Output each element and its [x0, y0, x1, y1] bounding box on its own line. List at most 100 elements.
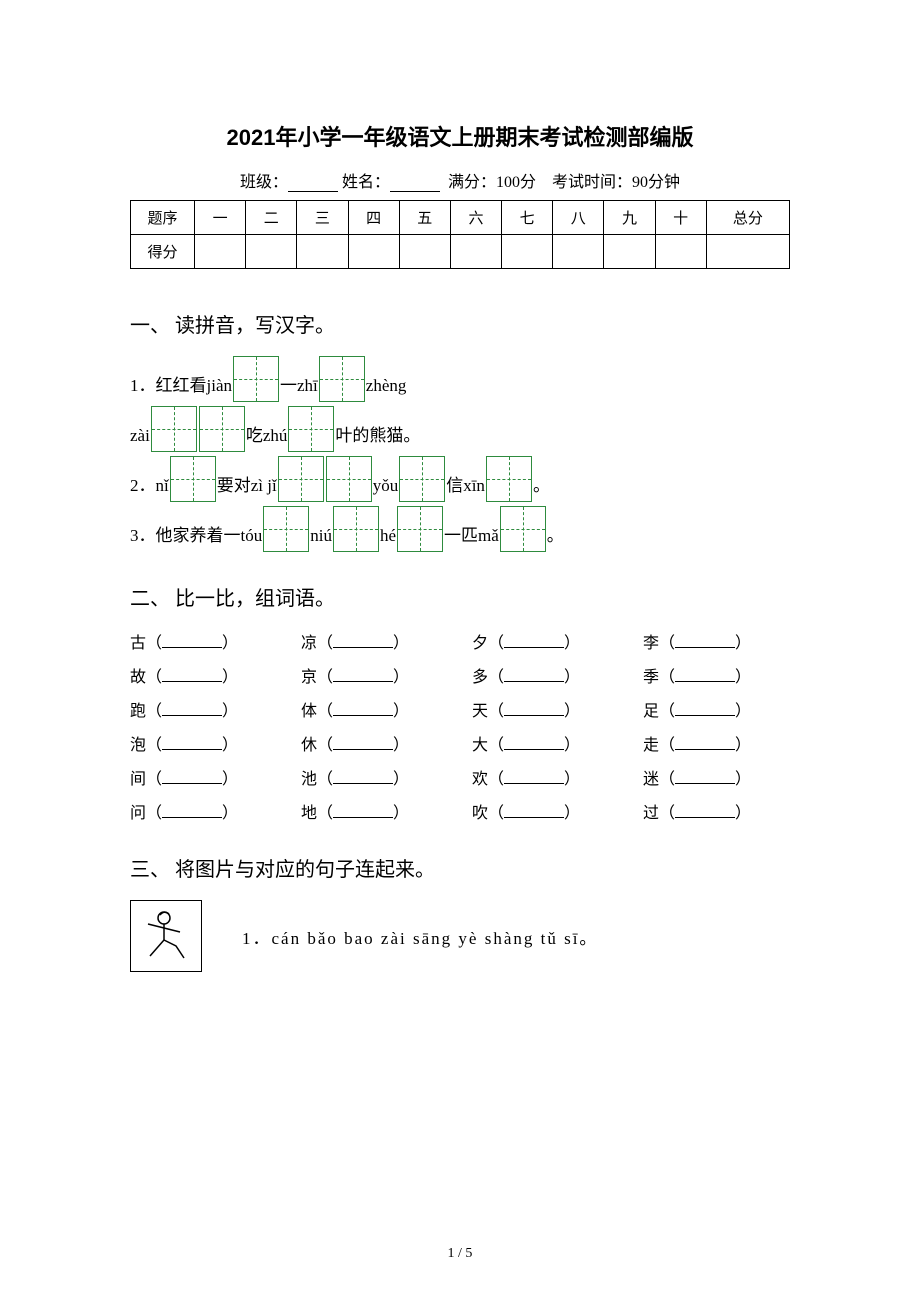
- tian-grid[interactable]: [500, 506, 546, 552]
- word-item: 欢（）: [472, 765, 619, 789]
- q3-text: hé: [380, 524, 396, 552]
- table-row: 题序 一 二 三 四 五 六 七 八 九 十 总分: [131, 201, 790, 235]
- q1-text: zhèng: [366, 374, 407, 402]
- word-item: 李（）: [643, 629, 790, 653]
- score-cell[interactable]: [553, 235, 604, 269]
- word-blank[interactable]: [675, 736, 735, 750]
- word-blank[interactable]: [675, 804, 735, 818]
- score-cell[interactable]: [706, 235, 789, 269]
- section3-heading: 三、 将图片与对应的句子连起来。: [130, 853, 790, 882]
- score-cell[interactable]: [246, 235, 297, 269]
- tian-grid[interactable]: [333, 506, 379, 552]
- tian-grid[interactable]: [486, 456, 532, 502]
- meta-line: 班级： 姓名： 满分：100分 考试时间：90分钟: [130, 168, 790, 192]
- word-blank[interactable]: [162, 634, 222, 648]
- match-row: 1．cán bǎo bao zài sāng yè shàng tǔ sī。: [130, 900, 790, 972]
- tian-grid[interactable]: [263, 506, 309, 552]
- word-blank[interactable]: [504, 634, 564, 648]
- score-cell[interactable]: [297, 235, 348, 269]
- col-header: 总分: [706, 201, 789, 235]
- q2-text: 要对zì jǐ: [217, 474, 277, 502]
- col-header: 六: [450, 201, 501, 235]
- word-blank[interactable]: [162, 702, 222, 716]
- q1-text: 吃zhú: [246, 424, 288, 452]
- q1-text: 叶的熊猫。: [335, 424, 420, 452]
- q1-text: 一zhī: [280, 374, 318, 402]
- word-blank[interactable]: [162, 668, 222, 682]
- word-item: 足（）: [643, 697, 790, 721]
- word-blank[interactable]: [333, 770, 393, 784]
- score-cell[interactable]: [348, 235, 399, 269]
- page-number: 1 / 5: [0, 1246, 920, 1262]
- word-item: 过（）: [643, 799, 790, 823]
- col-header: 七: [502, 201, 553, 235]
- word-blank[interactable]: [675, 702, 735, 716]
- class-blank[interactable]: [288, 176, 338, 192]
- tian-grid[interactable]: [233, 356, 279, 402]
- word-blank[interactable]: [504, 804, 564, 818]
- row2-label: 得分: [131, 235, 195, 269]
- score-cell[interactable]: [655, 235, 706, 269]
- word-item: 天（）: [472, 697, 619, 721]
- q3-text: 一匹mǎ: [444, 524, 499, 552]
- score-cell[interactable]: [195, 235, 246, 269]
- tian-grid[interactable]: [151, 406, 197, 452]
- name-blank[interactable]: [390, 176, 440, 192]
- class-label: 班级：: [240, 174, 288, 191]
- word-blank[interactable]: [333, 736, 393, 750]
- tian-grid[interactable]: [199, 406, 245, 452]
- word-blank[interactable]: [675, 770, 735, 784]
- word-blank[interactable]: [504, 668, 564, 682]
- score-cell[interactable]: [502, 235, 553, 269]
- tian-grid[interactable]: [399, 456, 445, 502]
- score-cell[interactable]: [604, 235, 655, 269]
- q2-text: yǒu: [373, 474, 399, 502]
- word-blank[interactable]: [675, 634, 735, 648]
- word-blank[interactable]: [333, 804, 393, 818]
- word-item: 迷（）: [643, 765, 790, 789]
- word-blank[interactable]: [504, 702, 564, 716]
- word-item: 季（）: [643, 663, 790, 687]
- word-blank[interactable]: [333, 668, 393, 682]
- col-header: 八: [553, 201, 604, 235]
- tian-grid[interactable]: [170, 456, 216, 502]
- tian-grid[interactable]: [288, 406, 334, 452]
- word-compare-grid: 古（）凉（）夕（）李（）故（）京（）多（）季（）跑（）体（）天（）足（）泡（）休…: [130, 629, 790, 823]
- col-header: 九: [604, 201, 655, 235]
- col-header: 五: [399, 201, 450, 235]
- q3-line: 3．他家养着一tóu niú hé 一匹mǎ 。: [130, 506, 790, 552]
- word-item: 间（）: [130, 765, 277, 789]
- word-blank[interactable]: [162, 736, 222, 750]
- word-blank[interactable]: [504, 770, 564, 784]
- col-header: 二: [246, 201, 297, 235]
- tian-grid[interactable]: [319, 356, 365, 402]
- word-item: 问（）: [130, 799, 277, 823]
- tian-grid[interactable]: [278, 456, 324, 502]
- q3-text: 3．他家养着一tóu: [130, 524, 262, 552]
- col-header: 一: [195, 201, 246, 235]
- name-label: 姓名：: [342, 174, 390, 191]
- q2-text: 2．nǐ: [130, 474, 169, 502]
- score-table: 题序 一 二 三 四 五 六 七 八 九 十 总分 得分: [130, 200, 790, 269]
- word-blank[interactable]: [675, 668, 735, 682]
- match-sentence: 1．cán bǎo bao zài sāng yè shàng tǔ sī。: [242, 924, 598, 949]
- word-item: 故（）: [130, 663, 277, 687]
- tian-grid[interactable]: [326, 456, 372, 502]
- tian-grid[interactable]: [397, 506, 443, 552]
- q3-text: niú: [310, 524, 332, 552]
- score-cell[interactable]: [450, 235, 501, 269]
- word-item: 凉（）: [301, 629, 448, 653]
- q1-text: 1．红红看jiàn: [130, 374, 232, 402]
- score-cell[interactable]: [399, 235, 450, 269]
- word-blank[interactable]: [333, 702, 393, 716]
- word-item: 大（）: [472, 731, 619, 755]
- q2-text: 信xīn: [446, 474, 485, 502]
- word-item: 走（）: [643, 731, 790, 755]
- word-blank[interactable]: [333, 634, 393, 648]
- word-blank[interactable]: [504, 736, 564, 750]
- word-blank[interactable]: [162, 804, 222, 818]
- q2-line: 2．nǐ 要对zì jǐ yǒu 信xīn 。: [130, 456, 790, 502]
- q1-line2: zài 吃zhú 叶的熊猫。: [130, 406, 790, 452]
- col-header: 三: [297, 201, 348, 235]
- word-blank[interactable]: [162, 770, 222, 784]
